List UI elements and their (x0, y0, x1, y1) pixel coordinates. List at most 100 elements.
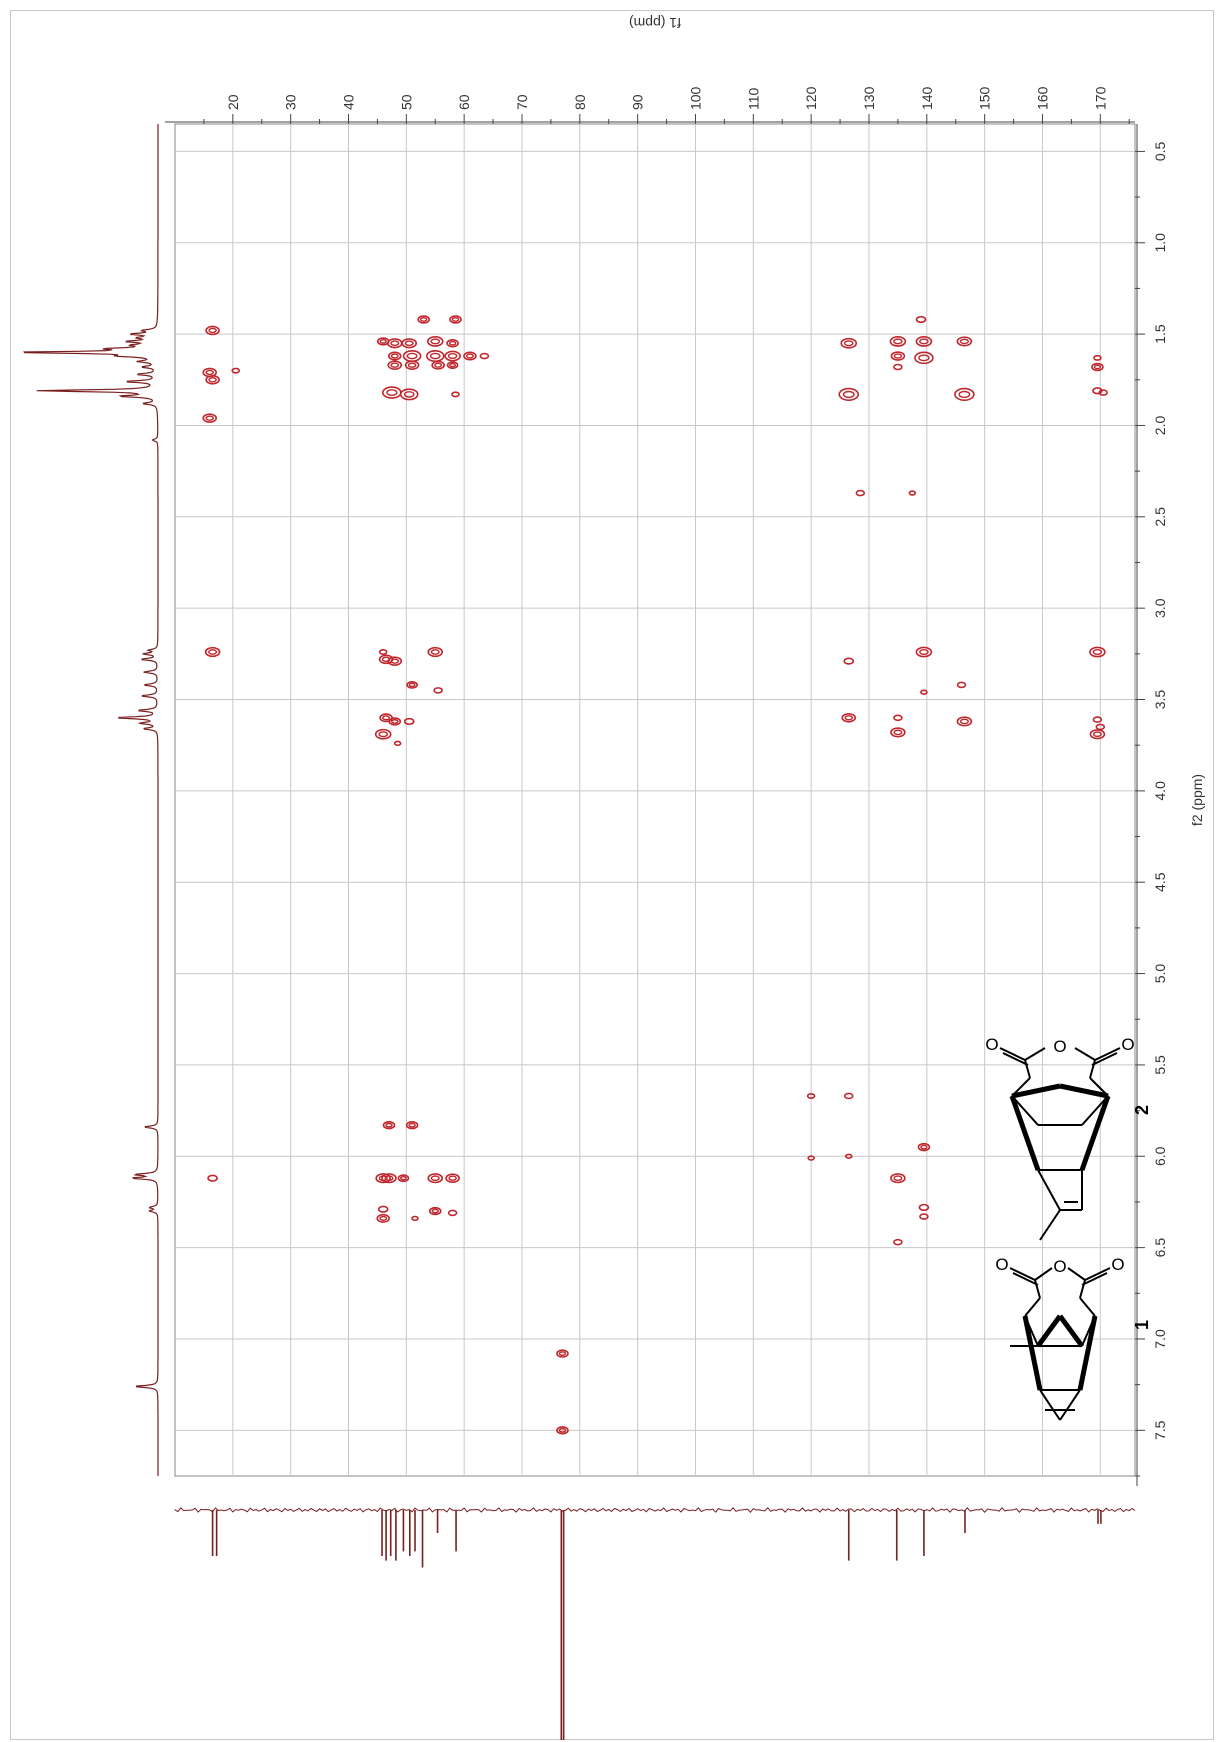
cross-peak (556, 1349, 569, 1358)
contour-outer (893, 714, 903, 722)
cross-peak (387, 360, 403, 370)
cross-peak (388, 717, 402, 726)
cross-peak (417, 315, 430, 324)
contour-outer (915, 315, 927, 324)
contour-outer (444, 350, 461, 362)
f1-tick-label: 20 (225, 94, 241, 110)
contour-outer (447, 1209, 458, 1217)
contour-outer (893, 1238, 903, 1246)
f1-tick-label: 50 (398, 94, 414, 110)
contour-outer (915, 646, 933, 658)
cross-peak (205, 374, 220, 385)
contour-outer (954, 387, 975, 402)
cross-peak (405, 1121, 419, 1130)
carbon-baseline (174, 1507, 1136, 1513)
cross-peak (404, 360, 420, 370)
cross-peak (890, 727, 906, 738)
cross-peak (806, 1092, 816, 1099)
f2-tick-label: 1.0 (1152, 233, 1168, 253)
contour-outer (446, 339, 459, 348)
contour-outer (431, 360, 445, 370)
cross-peak (427, 1173, 444, 1184)
f1-tick-label: 40 (340, 94, 356, 110)
cross-peak (401, 338, 418, 349)
contour-outer (890, 1173, 906, 1184)
contour-inner (404, 340, 414, 347)
contour-outer (406, 680, 418, 689)
contour-inner (205, 369, 214, 376)
proton-spectrum-trace (23, 124, 159, 1476)
cross-peak (844, 1153, 853, 1159)
contour-outer (374, 728, 392, 740)
structure-1-oxygen-left: O (995, 1255, 1008, 1274)
proton-trace-line (23, 124, 159, 1476)
cross-peak (426, 336, 444, 347)
contour-inner (958, 390, 971, 399)
contour-outer (915, 336, 933, 347)
cross-peak (446, 339, 459, 348)
cross-peak (427, 646, 444, 658)
contour-inner (959, 718, 969, 725)
contour-outer (843, 657, 855, 665)
contour-inner (1092, 649, 1103, 656)
contour-inner (386, 389, 398, 397)
contour-inner (379, 1215, 388, 1221)
f1-tick-label: 30 (283, 94, 299, 110)
f1-tick-label: 150 (977, 86, 993, 110)
cross-peak (451, 391, 460, 398)
cross-peak (917, 1142, 931, 1152)
compound-1-structure (1009, 1267, 1111, 1421)
contour-inner (919, 338, 929, 345)
contour-inner (429, 352, 441, 360)
contour-outer (840, 337, 858, 349)
contour-outer (382, 1121, 396, 1130)
contour-inner (403, 391, 415, 398)
f2-tick-label: 4.0 (1152, 781, 1168, 801)
contour-inner (407, 362, 417, 368)
cross-peak (840, 337, 858, 349)
cross-peak (915, 315, 927, 324)
contour-outer (919, 1213, 929, 1220)
f2-tick-label: 1.5 (1152, 324, 1168, 344)
contour-outer (377, 1205, 389, 1213)
contour-inner (378, 731, 389, 738)
carbon-spectrum-trace (174, 1507, 1136, 1740)
contour-outer (375, 1173, 391, 1184)
contour-outer (956, 336, 973, 347)
contour-inner (379, 339, 387, 344)
cross-peak (428, 1206, 442, 1216)
contour-outer (908, 490, 917, 496)
structure-1-oxygen-right: O (1111, 1255, 1124, 1274)
cross-peak (893, 363, 903, 371)
f2-tick-label: 6.5 (1152, 1238, 1168, 1258)
contour-outer (890, 351, 906, 361)
f1-axis: 20 30 40 50 60 70 80 90 100 110 120 130 140 150 160 170 (165, 86, 1135, 124)
f1-tick-label: 170 (1092, 86, 1108, 110)
contour-inner (208, 649, 218, 655)
cross-peak (1093, 354, 1102, 361)
contour-inner (431, 1208, 439, 1214)
contour-outer (843, 1092, 854, 1100)
contour-inner (208, 377, 217, 383)
cross-peak (954, 387, 975, 402)
contour-inner (390, 340, 400, 347)
cross-peak (889, 336, 907, 347)
f1-tick-label: 100 (687, 86, 703, 110)
f1-tick-label: 80 (572, 94, 588, 110)
cross-peak (556, 1426, 569, 1435)
structure-2-oxygen-left: O (985, 1035, 998, 1054)
f1-tick-label: 140 (919, 86, 935, 110)
contour-inner (558, 1351, 567, 1356)
f1-tick-label: 160 (1034, 86, 1050, 110)
contour-inner (918, 354, 930, 362)
contour-inner (893, 353, 903, 359)
contour-outer (1095, 723, 1106, 731)
contour-outer (889, 336, 907, 347)
contour-outer (855, 489, 866, 497)
contour-inner (430, 649, 440, 655)
structure-1-oxygen-ring: O (1053, 1257, 1066, 1276)
contour-outer (841, 712, 857, 723)
contour-inner (893, 1175, 903, 1182)
contour-outer (387, 351, 402, 361)
structure-2-oxygen-ring: O (1053, 1037, 1066, 1056)
